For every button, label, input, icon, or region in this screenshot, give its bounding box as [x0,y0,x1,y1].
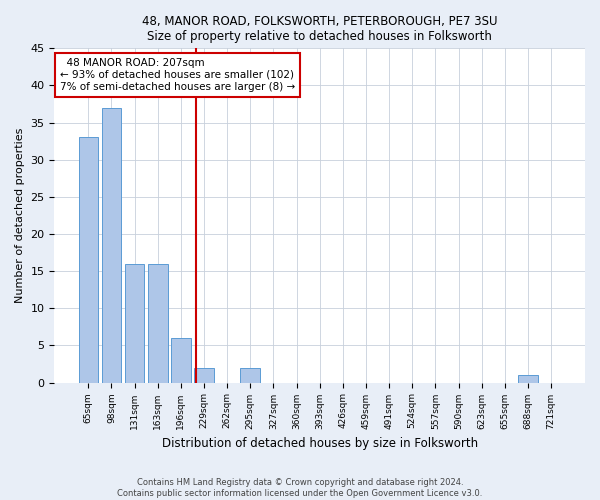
Bar [194,368,214,382]
Bar [125,264,145,382]
Bar [241,368,260,382]
Text: Contains HM Land Registry data © Crown copyright and database right 2024.
Contai: Contains HM Land Registry data © Crown c… [118,478,482,498]
Bar [148,264,167,382]
Title: 48, MANOR ROAD, FOLKSWORTH, PETERBOROUGH, PE7 3SU
Size of property relative to d: 48, MANOR ROAD, FOLKSWORTH, PETERBOROUGH… [142,15,497,43]
Bar [518,375,538,382]
Bar [171,338,191,382]
Bar [79,138,98,382]
Y-axis label: Number of detached properties: Number of detached properties [15,128,25,303]
Text: 48 MANOR ROAD: 207sqm
← 93% of detached houses are smaller (102)
7% of semi-deta: 48 MANOR ROAD: 207sqm ← 93% of detached … [60,58,295,92]
Bar [101,108,121,382]
X-axis label: Distribution of detached houses by size in Folksworth: Distribution of detached houses by size … [161,437,478,450]
